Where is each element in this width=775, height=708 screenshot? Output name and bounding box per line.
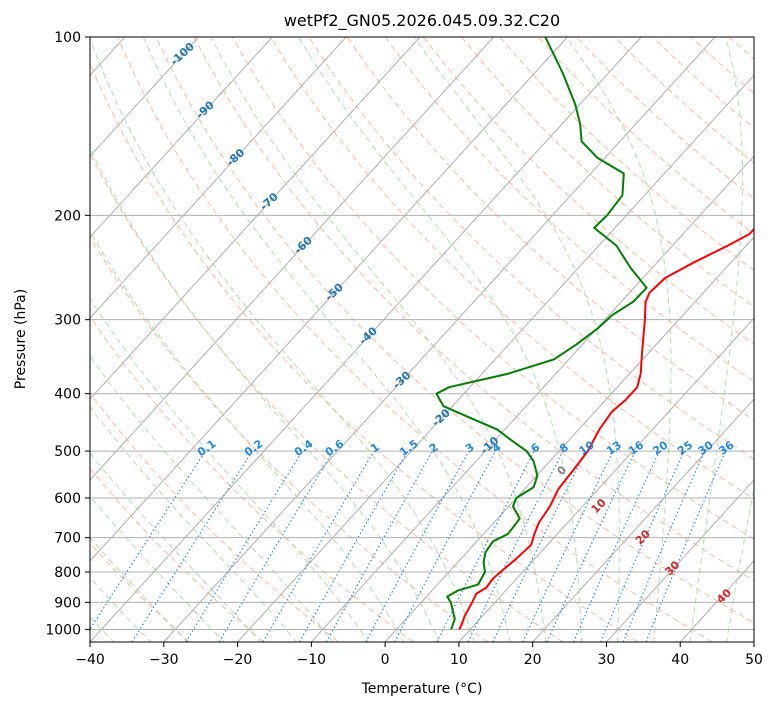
y-tick-label: 600: [54, 491, 81, 507]
dry-adiabat-line: [90, 152, 564, 642]
mixing-ratio-line: [645, 450, 727, 642]
y-tick-label: 300: [54, 313, 81, 329]
mixing-ratio-line: [394, 450, 496, 642]
y-tick-label: 800: [54, 565, 81, 581]
dry-adiabat-line: [90, 467, 265, 642]
y-tick-label: 200: [54, 208, 81, 224]
y-tick-label: 900: [54, 595, 81, 611]
moist-adiabat-line: [90, 405, 298, 642]
x-tick-label: 40: [671, 652, 689, 668]
x-tick-label: 50: [745, 652, 763, 668]
isotherm-line: [163, 37, 716, 642]
isotherm-line: [237, 74, 754, 642]
x-tick-label: 10: [450, 652, 468, 668]
isotherm-line: [90, 37, 568, 562]
dry-adiabat-line: [193, 37, 754, 582]
dry-adiabat-line: [90, 542, 190, 642]
moist-adiabat-line: [210, 37, 547, 642]
x-tick-label: −10: [297, 652, 327, 668]
isotherm-line: [90, 37, 642, 642]
moist-adiabat-line: [90, 495, 225, 642]
x-tick-label: −20: [223, 652, 253, 668]
mixing-ratio-line: [436, 450, 535, 642]
isotherm-line: [458, 317, 754, 642]
moist-adiabat-line: [725, 486, 754, 642]
y-tick-label: 700: [54, 531, 81, 547]
mixing-ratio-line: [90, 450, 206, 631]
dry-adiabat-line: [461, 37, 754, 308]
y-tick-label: 400: [54, 387, 81, 403]
mixing-ratio-line: [572, 450, 660, 642]
moist-adiabat-line: [90, 537, 189, 642]
isotherm-line: [753, 641, 754, 642]
moist-adiabat-line: [298, 37, 583, 642]
mixing-ratio-line: [600, 450, 685, 642]
temperature-profile-line: [458, 227, 754, 630]
isotherm-line: [90, 37, 199, 157]
moist-adiabat-line: [90, 37, 476, 642]
y-tick-label: 100: [54, 30, 81, 46]
x-tick-label: −30: [149, 652, 179, 668]
isotherm-line: [606, 479, 754, 642]
moist-adiabat-line: [90, 355, 334, 642]
y-tick-label: 500: [54, 444, 81, 460]
dry-adiabat-line: [90, 392, 339, 642]
isotherm-line: [90, 37, 495, 481]
dry-adiabat-line: [270, 37, 754, 500]
mixing-ratio-line: [185, 450, 303, 642]
mixing-ratio-line: [622, 450, 706, 642]
mixing-ratio-line: [467, 450, 564, 642]
isotherm-line: [532, 398, 754, 642]
moist-adiabat-line: [90, 452, 262, 642]
moist-adiabat-line: [90, 297, 369, 642]
dewpoint-profile-line: [435, 37, 648, 630]
mixing-ratio-line: [299, 450, 409, 642]
dry-adiabat-line: [155, 37, 754, 624]
moist-adiabat-line: [565, 37, 672, 642]
dry-adiabat-line: [231, 37, 754, 540]
x-tick-label: 30: [598, 652, 616, 668]
isotherm-line: [90, 37, 347, 319]
moist-adiabat-line: [90, 577, 152, 642]
moist-adiabat-line: [689, 37, 743, 642]
dry-adiabat-line: [117, 37, 713, 642]
mixing-ratio-line: [365, 450, 470, 642]
pressure-gridlines: [90, 37, 754, 630]
isotherm-line: [384, 236, 754, 642]
moist-adiabat-line: [90, 147, 440, 642]
mixing-ratio-line: [325, 450, 433, 642]
dry-adiabat-line: [308, 37, 754, 460]
moist-adiabat-line: [90, 230, 405, 642]
y-axis-title: Pressure (hPa): [13, 289, 29, 389]
x-tick-label: 0: [381, 652, 390, 668]
chart-title: wetPf2_GN05.2026.045.09.32.C20: [284, 11, 560, 31]
background-lines: [90, 37, 754, 642]
dry-adiabat-line: [90, 235, 489, 642]
plot-frame: [89, 36, 755, 643]
x-tick-label: 20: [524, 652, 542, 668]
x-axis: −40 −30 −20 −10 0 10 20 30 40 50: [75, 642, 763, 668]
x-axis-title: Temperature (°C): [361, 681, 483, 697]
isotherm-line: [90, 37, 421, 400]
moist-adiabat-line: [413, 37, 620, 642]
x-tick-label: −40: [75, 652, 105, 668]
profile-lines: [435, 37, 754, 630]
y-tick-label: 1000: [45, 622, 81, 638]
moist-adiabat-line: [142, 37, 511, 642]
y-axis: 100 200 300 400 500 600 700 800 900 1000: [45, 30, 90, 638]
isotherm-line: [90, 37, 273, 238]
mixing-ratio-line: [131, 450, 253, 642]
